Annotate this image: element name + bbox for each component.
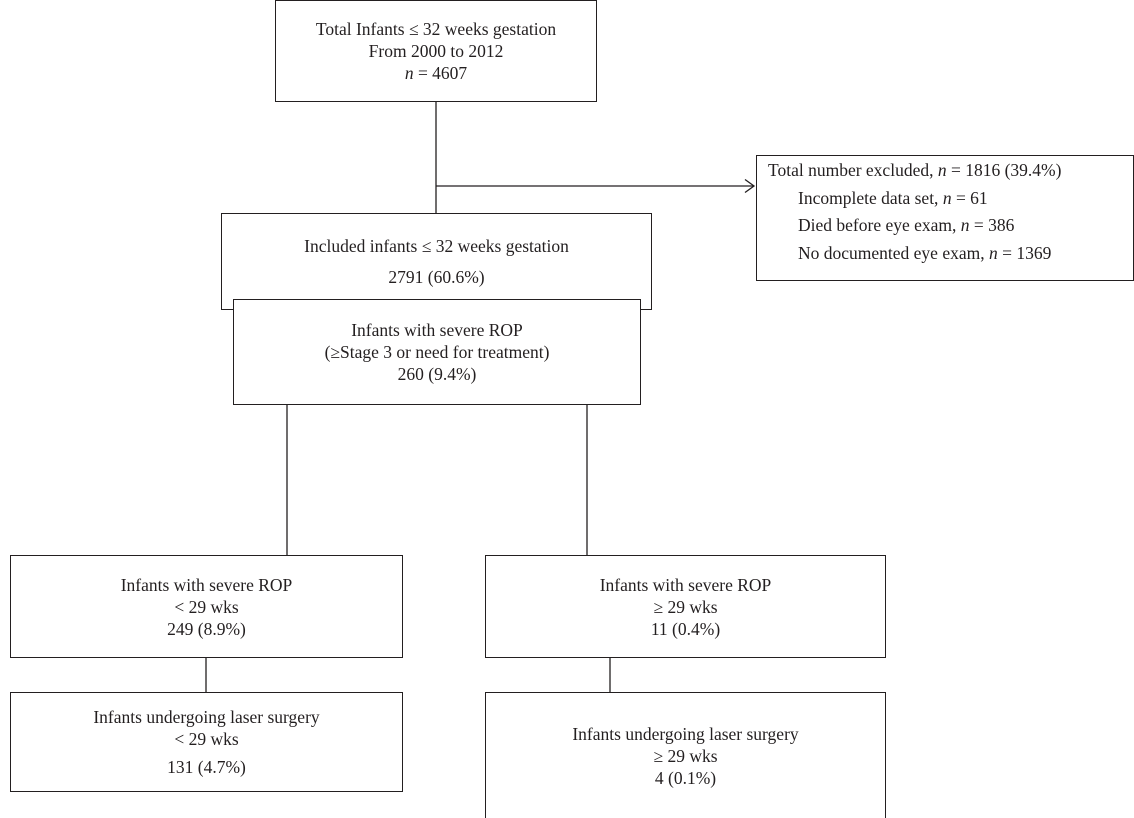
laser-lt29-box: Infants undergoing laser surgery < 29 wk… [10, 692, 403, 792]
excluded-title: Total number excluded, n = 1816 (39.4%) [768, 160, 1062, 180]
total-n: n = 4607 [404, 63, 468, 83]
laser-ge29-line2: ≥ 29 wks [653, 745, 718, 766]
total-infants-box: Total Infants ≤ 32 weeks gestation From … [275, 0, 597, 102]
excluded-item-incomplete: Incomplete data set, n = 61 [798, 187, 988, 208]
laser-lt29-line3: 131 (4.7%) [167, 757, 246, 777]
excluded-item-no-exam: No documented eye exam, n = 1369 [798, 242, 1052, 263]
severe-ge29-line3: 11 (0.4%) [650, 618, 721, 639]
severe-ge29-box: Infants with severe ROP ≥ 29 wks 11 (0.4… [485, 555, 886, 658]
total-line1: Total Infants ≤ 32 weeks gestation [315, 19, 557, 39]
severe-rop-box-main: Infants with severe ROP (≥Stage 3 or nee… [233, 299, 641, 405]
severe-lt29-line1: Infants with severe ROP [120, 574, 293, 595]
laser-lt29-line1: Infants undergoing laser surgery [93, 707, 320, 727]
total-line2: From 2000 to 2012 [368, 41, 504, 61]
severe-line1: Infants with severe ROP [351, 320, 523, 340]
severe-line3: 260 (9.4%) [397, 364, 477, 384]
laser-ge29-box: Infants undergoing laser surgery ≥ 29 wk… [485, 692, 886, 818]
included-line1: Included infants ≤ 32 weeks gestation [304, 236, 569, 256]
included-infants-box: Included infants ≤ 32 weeks gestation 27… [221, 213, 652, 310]
excluded-arrowhead [744, 178, 756, 194]
severe-line2: (≥Stage 3 or need for treatment) [324, 342, 550, 362]
laser-lt29-line2: < 29 wks [174, 729, 239, 749]
severe-lt29-line2: < 29 wks [174, 596, 239, 617]
laser-ge29-line3: 4 (0.1%) [654, 767, 717, 788]
laser-ge29-line1: Infants undergoing laser surgery [572, 723, 799, 744]
excluded-box: Total number excluded, n = 1816 (39.4%) … [756, 155, 1134, 281]
severe-lt29-box-main: Infants with severe ROP < 29 wks 249 (8.… [10, 555, 403, 658]
severe-ge29-line2: ≥ 29 wks [653, 596, 718, 617]
excluded-item-died: Died before eye exam, n = 386 [798, 215, 1015, 235]
severe-ge29-line1: Infants with severe ROP [599, 574, 772, 595]
severe-lt29-line3: 249 (8.9%) [167, 618, 246, 639]
included-line2: 2791 (60.6%) [388, 267, 485, 287]
